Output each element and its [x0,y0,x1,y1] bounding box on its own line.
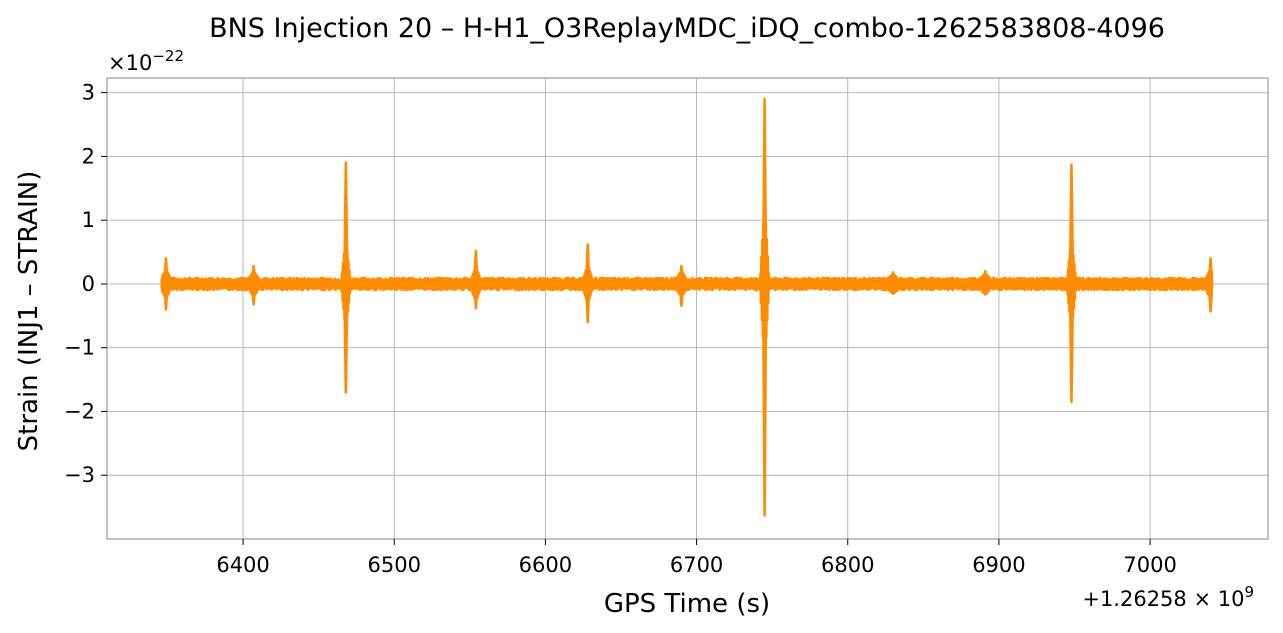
y-scale-base: ×10 [108,51,152,75]
x-offset-exponent: 9 [1244,583,1254,601]
grid-lines [107,78,1268,539]
x-axis-label: GPS Time (s) [604,589,770,619]
glitch-spike [343,161,349,394]
y-axis-label: Strain (INJ1 – STRAIN) [14,171,44,452]
glitch-spike [163,257,169,311]
series-strain [160,97,1214,517]
glitch-spike [761,97,768,517]
y-tick-label: −1 [64,336,95,360]
glitch-spike [678,264,685,307]
axis-ticks: 6400 6500 6600 6700 6800 6900 7000 −3 −2 −1 0 1 2 3 [64,81,1177,577]
x-tick-label: 6800 [821,553,874,577]
glitch-spike [584,243,591,324]
y-tick-label: 0 [82,272,95,296]
x-offset-label: +1.26258 × 109 [1082,583,1254,611]
glitch-spike [473,249,479,310]
x-tick-label: 6500 [368,553,421,577]
noise-band [161,280,1213,288]
y-scale-label: ×10−22 [108,47,184,75]
plot-frame [106,77,1269,540]
y-tick-label: −2 [64,399,95,423]
glitch-spike [982,269,989,295]
x-offset-base: +1.26258 × 10 [1082,587,1244,611]
strain-trace [160,203,1214,373]
y-tick-label: −3 [64,463,95,487]
glitch-spike [250,264,257,306]
y-scale-exponent: −22 [152,47,184,65]
chart-title: BNS Injection 20 – H-H1_O3ReplayMDC_iDQ_… [209,13,1165,44]
x-tick-label: 6600 [519,553,572,577]
glitch-spike [1068,163,1075,404]
x-tick-label: 7000 [1123,553,1176,577]
y-tick-label: 2 [82,144,95,168]
x-tick-label: 6700 [670,553,723,577]
x-tick-label: 6400 [216,553,269,577]
x-tick-label: 6900 [972,553,1025,577]
glitch-spike [1207,257,1214,313]
glitch-spike [890,271,896,293]
y-tick-label: 3 [82,81,95,105]
y-tick-label: 1 [82,208,95,232]
